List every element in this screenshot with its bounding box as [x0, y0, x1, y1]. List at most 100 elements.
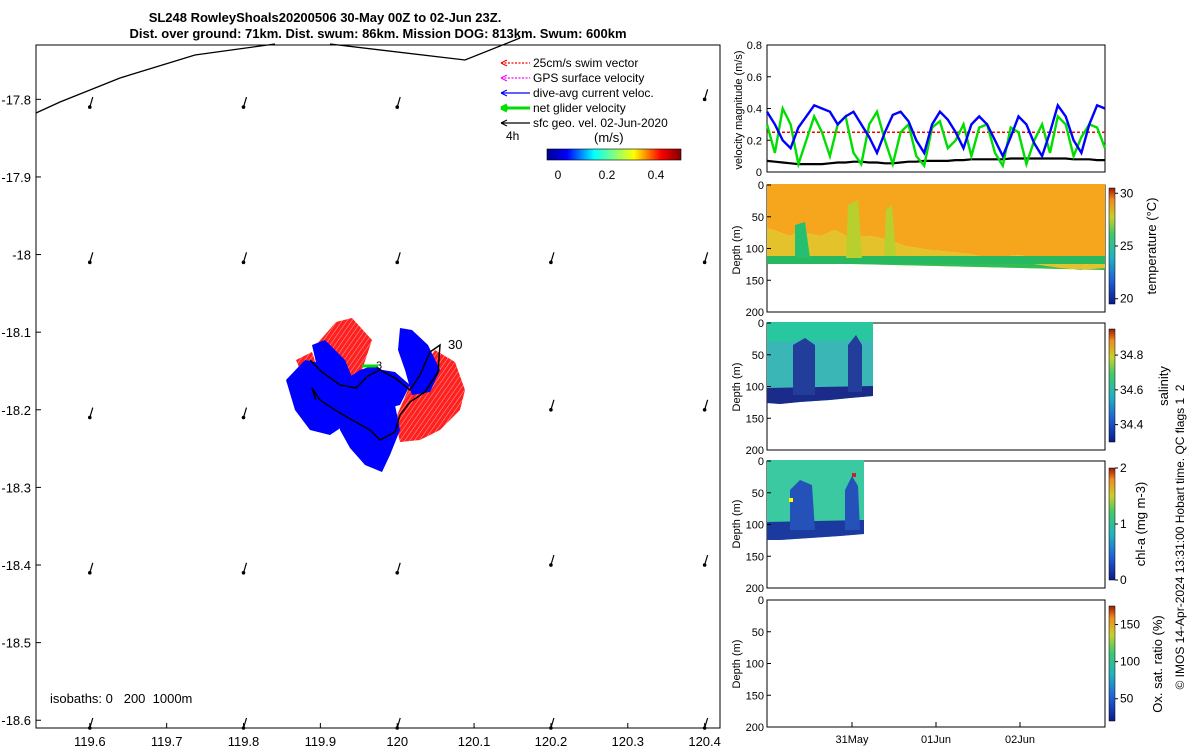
- copyright-note: © IMOS 14-Apr-2024 13:31:00 Hobart time.…: [1173, 384, 1187, 689]
- swim-vector-area-east: [395, 350, 465, 442]
- chla-cbar-tick-label: 2: [1120, 461, 1127, 475]
- current-vel-area-3: [398, 328, 440, 395]
- salinity-intrusion-2: [848, 335, 862, 392]
- map-y-tick-label: -18.3: [1, 480, 31, 495]
- salinity-upper-band: [767, 322, 873, 342]
- temperature-bottom-band: [767, 256, 1105, 264]
- title-line1: SL248 RowleyShoals20200506 30-May 00Z to…: [149, 10, 502, 25]
- velocity-ylabel: velocity magnitude (m/s): [733, 50, 745, 169]
- track-label-30: 30: [448, 337, 462, 352]
- sfc-vel-arrow-head: [549, 260, 553, 265]
- oxygen-y-ticks: 0 50 100 150 200: [746, 595, 771, 734]
- temperature-intrusion-3: [884, 205, 896, 256]
- sfc-geo-vel-arrows: [87, 89, 709, 730]
- salinity-intrusion-1: [793, 338, 815, 395]
- map-y-tick-label: -18.6: [1, 713, 31, 728]
- map-x-tick-label: 119.7: [151, 734, 183, 749]
- velocity-panel: 0 0.2 0.4 0.6 0.8 velocity magnitude (m/s): [733, 40, 1107, 179]
- sfc-vel-arrow-head: [549, 563, 553, 567]
- temperature-colorbar-ticks: 30 25 20: [1115, 186, 1134, 306]
- map-y-tick-label: -18.1: [1, 325, 31, 340]
- velocity-axes-frame: [766, 44, 1106, 173]
- sfc-vel-arrow-head: [395, 726, 400, 730]
- oxygen-cbar-tick-label: 100: [1120, 655, 1140, 669]
- map-y-tick-label: -18.5: [1, 636, 31, 651]
- salinity-y-ticks: 0 50 100 150 200: [746, 318, 771, 457]
- map-x-tick-label: 120.4: [688, 734, 721, 749]
- temperature-cbar-tick-label: 25: [1120, 239, 1134, 253]
- chla-cbar-label: chl-a (mg m-3): [1133, 482, 1148, 567]
- temperature-y-ticks: 0 50 100 150 200: [746, 180, 771, 319]
- map-x-tick-label: 119.8: [228, 734, 260, 749]
- velocity-y-tick-label: 0.6: [747, 72, 762, 84]
- chla-y-ticks: 0 50 100 150 200: [746, 456, 771, 595]
- legend-label: sfc geo. vel. 02-Jun-2020: [533, 116, 668, 130]
- salinity-cbar-label: salinity: [1156, 366, 1171, 406]
- chla-y-tick-label: 0: [758, 456, 764, 468]
- time-x-tick-label: 01Jun: [921, 734, 951, 746]
- title-line2: Dist. over ground: 71km. Dist. swum: 86k…: [129, 26, 626, 41]
- salinity-cbar-tick-label: 34.6: [1120, 383, 1144, 397]
- legend-arrowhead: [500, 119, 508, 127]
- colorbar-title: (m/s): [594, 130, 624, 145]
- colorbar-tick-0: 0: [555, 168, 562, 182]
- chla-ylabel: Depth (m): [731, 500, 743, 549]
- sfc-vel-arrow-head: [702, 407, 707, 412]
- velocity-y-ticks: 0 0.2 0.4 0.6 0.8: [747, 40, 771, 179]
- current-vel-area-2: [312, 340, 355, 392]
- velocity-series-line: [766, 157, 1105, 166]
- salinity-ylabel: Depth (m): [731, 363, 743, 412]
- sfc-vel-arrow-head: [87, 105, 92, 109]
- chla-y-tick-label: 200: [746, 583, 764, 595]
- temperature-y-tick-label: 200: [746, 307, 764, 319]
- current-vel-area-5: [368, 368, 410, 410]
- sfc-vel-arrow-head: [241, 260, 246, 265]
- chla-red-spot: [852, 473, 856, 477]
- velocity-series-line: [765, 104, 1107, 169]
- chla-y-tick-label: 150: [746, 551, 764, 563]
- legend-label: net glider velocity: [533, 101, 626, 115]
- isobath-line: [35, 43, 276, 114]
- sfc-vel-arrow-head: [395, 105, 400, 109]
- map-x-tick-label: 120: [386, 734, 408, 749]
- oxygen-cbar-tick-label: 50: [1120, 692, 1134, 706]
- isobaths-label: isobaths: 0 200 1000m: [50, 691, 192, 706]
- map-x-tick-label: 120.3: [612, 734, 645, 749]
- map-x-tick-label: 119.9: [305, 734, 337, 749]
- temperature-y-tick-label: 150: [746, 275, 764, 287]
- current-vel-area-4: [340, 400, 400, 472]
- map-panel: 119.6 119.7 119.8 119.9 120 120.1 120.2 120.3 12…: [1, 37, 721, 749]
- temperature-colorbar: [1108, 187, 1116, 305]
- map-x-tick-label: 119.6: [74, 734, 106, 749]
- temperature-y-tick-label: 0: [758, 180, 764, 192]
- chla-intrusion-2: [845, 476, 860, 530]
- sfc-vel-arrow-head: [87, 570, 92, 575]
- oxygen-cbar-tick-label: 150: [1120, 618, 1140, 632]
- velocity-series-line: [765, 102, 1106, 160]
- chla-cbar-tick-label: 0: [1120, 573, 1127, 587]
- salinity-panel: 0 50 100 150 200 Depth (m) 34.8 34.6 34.4 sali…: [731, 318, 1171, 457]
- oxygen-panel: 0 50 100 150 200 Depth (m) 150 100 50 Ox. sat.…: [731, 595, 1165, 746]
- velocity-y-tick-label: 0.4: [747, 104, 762, 116]
- salinity-y-tick-label: 50: [752, 350, 764, 362]
- velocity-y-tick-label: 0.2: [747, 135, 762, 147]
- sfc-vel-arrow-head: [702, 97, 707, 102]
- legend-label: dive-avg current veloc.: [533, 86, 654, 100]
- sfc-vel-arrow-head: [241, 726, 246, 730]
- oxygen-y-tick-label: 100: [746, 659, 764, 671]
- glider-track: [309, 343, 441, 441]
- legend-arrowhead: [500, 74, 508, 82]
- isobath-line-2: [329, 37, 521, 61]
- temperature-intrusion-1: [795, 222, 810, 258]
- temperature-cbar-tick-label: 30: [1120, 186, 1134, 200]
- salinity-y-tick-label: 0: [758, 318, 764, 330]
- interval-label: 4h: [506, 129, 519, 143]
- oxygen-colorbar-ticks: 150 100 50: [1115, 618, 1140, 706]
- oxygen-cbar-label: Ox. sat. ratio (%): [1150, 615, 1165, 713]
- chla-panel: 0 50 100 150 200 Depth (m) 2 1 0 chl-a (mg m-3…: [731, 456, 1148, 595]
- oxygen-y-tick-label: 200: [746, 722, 764, 734]
- oxygen-y-tick-label: 50: [752, 627, 764, 639]
- chla-cbar-tick-label: 1: [1120, 517, 1127, 531]
